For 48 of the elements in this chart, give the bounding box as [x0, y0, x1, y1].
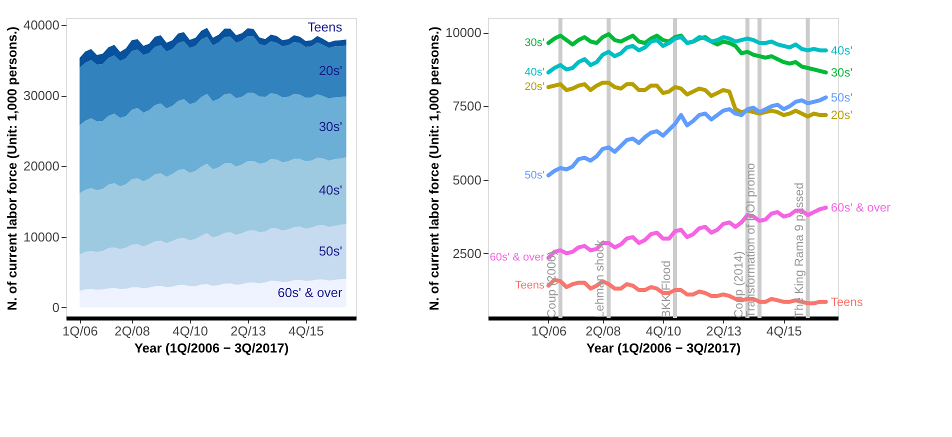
x-tick-label: 4Q/15: [288, 324, 324, 338]
line-series: [546, 80, 828, 119]
y-tick-label: 2500: [452, 246, 482, 261]
ref-line-label: BKK Flood: [659, 260, 674, 318]
y-tick-label: 10000: [445, 25, 482, 40]
series-label: Teens: [515, 280, 545, 292]
x-axis-title: Year (1Q/2006 − 3Q/2017): [586, 340, 741, 356]
x-tick-label: 2Q/08: [114, 324, 150, 338]
series-label: 50s': [318, 243, 342, 258]
series-label: 30s': [524, 37, 544, 49]
series-label: 40s': [524, 66, 544, 78]
series-label: 20s': [524, 81, 544, 94]
x-tick-label: 4Q/10: [172, 324, 208, 338]
y-tick-label: 30000: [23, 88, 60, 104]
series-label: 30s': [318, 118, 342, 134]
y-tick-label: 0: [52, 300, 60, 315]
text: 30s': [830, 65, 852, 80]
x-tick-label: 1Q/06: [62, 324, 98, 338]
series-label: 50s': [524, 169, 544, 182]
y-tick-label: 10000: [23, 229, 60, 244]
x-tick-label: 2Q/13: [706, 324, 742, 338]
series-label: 20s': [318, 62, 342, 78]
ref-line-label: Lehman shock: [592, 238, 607, 318]
ref-line-label: Transformation of BOI promo: [744, 162, 758, 318]
y-axis-title: N. of current labor force (Unit: 1,000 persons.): [4, 26, 20, 310]
x-tick-label: 1Q/06: [531, 324, 567, 338]
text: 40s': [830, 43, 852, 58]
series-label: 60s' & over: [490, 252, 545, 264]
series-label: 40s': [318, 182, 342, 198]
series-label: 60s' & over: [278, 285, 343, 300]
ref-line-label: Coup (2006): [544, 251, 558, 318]
x-tick-label: 2Q/08: [585, 324, 621, 338]
series-label: Teens: [308, 20, 343, 35]
ref-line-label: The King Rama 9 passed: [792, 182, 806, 318]
x-axis-title: Year (1Q/2006 − 3Q/2017): [134, 340, 289, 356]
x-tick-label: 2Q/13: [230, 324, 266, 338]
text: Teens: [830, 294, 863, 309]
y-tick-label: 5000: [452, 172, 482, 188]
x-tick-label: 4Q/15: [766, 324, 802, 338]
y-tick-label: 40000: [23, 18, 60, 33]
x-tick-label: 4Q/10: [646, 324, 682, 338]
text: 50s': [830, 90, 852, 104]
text: 20s': [830, 108, 852, 122]
ref-line-label: Coup (2014): [731, 251, 746, 318]
text: 60s' & over: [830, 200, 890, 215]
y-axis-title: N. of current labor force (Unit: 1,000 persons.): [426, 26, 442, 310]
y-tick-label: 7500: [452, 98, 482, 114]
y-tick-label: 20000: [23, 158, 60, 174]
